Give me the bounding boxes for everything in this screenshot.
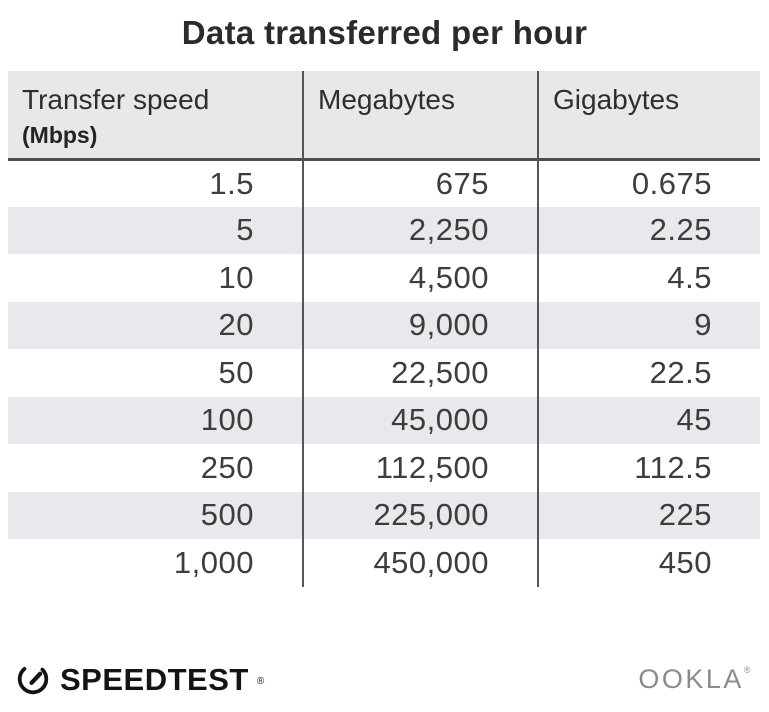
speedometer-icon <box>14 660 52 698</box>
table-cell: 0.675 <box>537 159 760 207</box>
table-cell: 112,500 <box>302 444 538 492</box>
table-cell: 500 <box>200 497 254 533</box>
table-cell: 450,000 <box>302 539 538 587</box>
table-cell: 10 <box>218 259 254 295</box>
table-cell: 1.5 <box>209 165 254 201</box>
column-header-gigabytes: Gigabytes <box>537 71 760 161</box>
column-header-sublabel: (Mbps) <box>22 121 98 148</box>
footer: SPEEDTEST ® OOKLA® <box>14 656 753 702</box>
header-row: Transfer speed (Mbps) Megabytes Gigabyte… <box>8 71 760 161</box>
table-cell: 225,000 <box>302 491 538 539</box>
table-cell: 1,000 <box>173 544 254 580</box>
table-cell: 5 <box>236 212 254 248</box>
table-cell: 2.25 <box>537 206 760 254</box>
table-cell: 45 <box>537 396 760 444</box>
table-cell: 250 <box>200 449 254 485</box>
speedtest-registered-mark: ® <box>256 675 265 687</box>
table-cell: 2,250 <box>302 206 538 254</box>
table-row: 50 22,500 22.5 <box>8 349 760 397</box>
speedtest-wordmark: SPEEDTEST <box>60 661 249 697</box>
table-row: 500 225,000 225 <box>8 491 760 539</box>
table-cell: 4.5 <box>537 254 760 302</box>
data-table: Transfer speed (Mbps) Megabytes Gigabyte… <box>8 71 760 587</box>
table-cell: 9 <box>537 301 760 349</box>
table-row: 100 45,000 45 <box>8 396 760 444</box>
table-cell: 675 <box>302 159 538 207</box>
column-header-label: Megabytes <box>318 84 455 115</box>
table-row: 5 2,250 2.25 <box>8 206 760 254</box>
table-row: 20 9,000 9 <box>8 301 760 349</box>
table-row: 250 112,500 112.5 <box>8 444 760 492</box>
column-header-megabytes: Megabytes <box>302 71 538 161</box>
ookla-logo: OOKLA® <box>638 663 753 694</box>
table-cell: 225 <box>537 491 760 539</box>
infographic-page: Data transferred per hour Transfer speed… <box>0 14 769 712</box>
table-cell: 4,500 <box>302 254 538 302</box>
table-cell: 112.5 <box>537 444 760 492</box>
column-header-label: Transfer speed <box>22 84 210 115</box>
table-cell: 9,000 <box>302 301 538 349</box>
speedtest-logo: SPEEDTEST ® <box>14 660 264 698</box>
column-header-label: Gigabytes <box>553 84 680 115</box>
table-cell: 50 <box>218 354 254 390</box>
table-row: 1.5 675 0.675 <box>8 159 760 207</box>
table-cell: 22.5 <box>537 349 760 397</box>
table-row: 1,000 450,000 450 <box>8 539 760 587</box>
ookla-wordmark: OOKLA <box>638 663 744 694</box>
table-cell: 22,500 <box>302 349 538 397</box>
table-cell: 20 <box>218 307 254 343</box>
table-row: 10 4,500 4.5 <box>8 254 760 302</box>
table-cell: 100 <box>200 402 254 438</box>
page-title: Data transferred per hour <box>181 14 588 51</box>
ookla-registered-mark: ® <box>743 664 753 675</box>
table-cell: 45,000 <box>302 396 538 444</box>
table-cell: 450 <box>537 539 760 587</box>
column-header-transfer-speed: Transfer speed (Mbps) <box>8 71 303 161</box>
